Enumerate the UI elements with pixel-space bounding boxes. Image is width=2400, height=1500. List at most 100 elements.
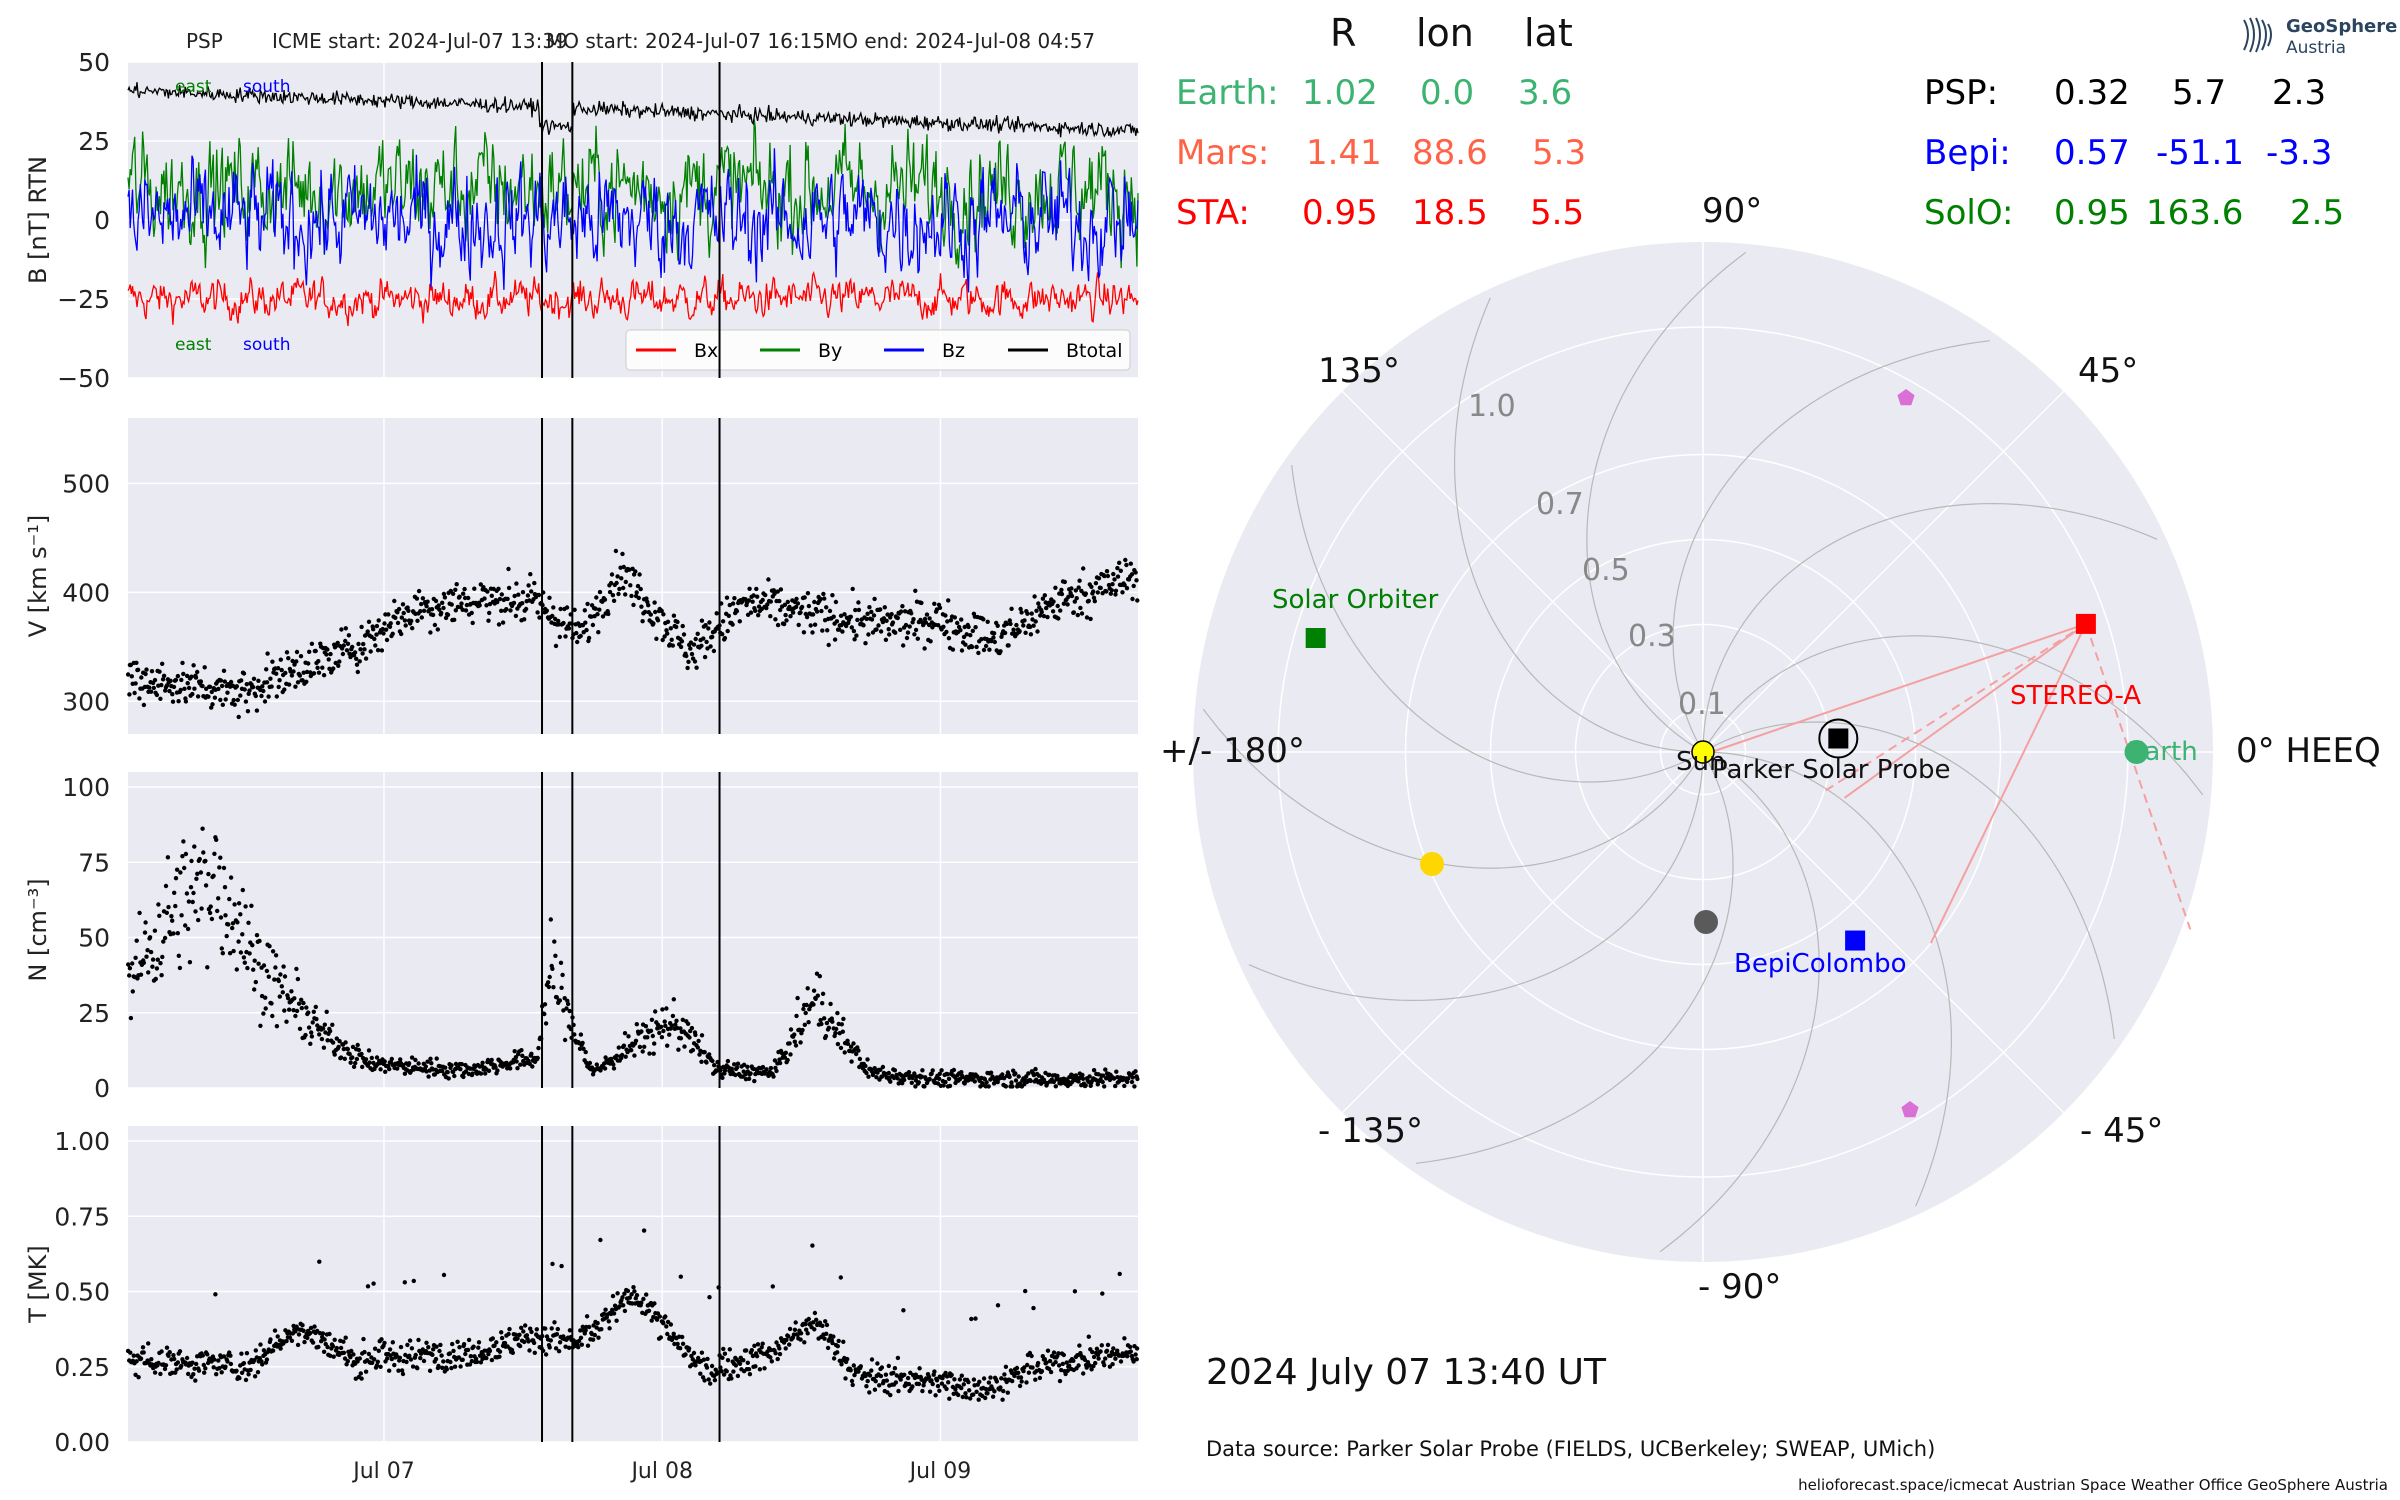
data-point (212, 695, 218, 700)
data-point (508, 608, 513, 613)
data-point (661, 1028, 666, 1034)
data-point (608, 580, 614, 586)
data-point (521, 1329, 526, 1334)
data-point (824, 1322, 830, 1328)
data-point (193, 909, 198, 914)
data-point (172, 890, 177, 895)
data-point (218, 697, 223, 703)
data-point (845, 1041, 851, 1047)
data-point (430, 612, 436, 618)
data-point (487, 1348, 493, 1354)
data-point (525, 593, 531, 598)
data-point (489, 593, 494, 598)
data-point (439, 610, 444, 616)
data-point (614, 1053, 619, 1059)
data-point (561, 620, 566, 626)
parker-spiral-line (1702, 502, 2158, 753)
data-point (135, 667, 141, 672)
data-point (1034, 608, 1039, 613)
data-point (876, 623, 881, 628)
data-point (414, 596, 420, 601)
data-point (976, 1397, 981, 1402)
data-point (143, 671, 148, 677)
data-point (678, 1036, 684, 1041)
data-point (553, 643, 559, 649)
data-point (372, 636, 377, 642)
data-point (832, 637, 838, 642)
data-point (502, 1340, 508, 1346)
data-point (680, 623, 685, 629)
data-point (173, 903, 178, 909)
data-point (578, 1032, 584, 1037)
data-point (514, 581, 519, 586)
data-point (1056, 1363, 1062, 1368)
data-point (865, 1378, 870, 1384)
data-point (383, 627, 389, 632)
data-point (629, 593, 634, 599)
data-point (1129, 1079, 1135, 1085)
data-point (1045, 614, 1050, 620)
data-point (649, 1318, 654, 1323)
data-point (162, 1366, 168, 1372)
data-point (356, 641, 361, 647)
data-point (970, 628, 975, 634)
data-point (1108, 591, 1114, 596)
data-point (701, 636, 706, 641)
data-point (424, 1340, 429, 1346)
data-point (524, 1333, 530, 1338)
data-point (415, 618, 420, 623)
data-point (249, 903, 254, 908)
data-point (599, 1327, 604, 1332)
data-point (607, 589, 613, 595)
data-point (909, 611, 914, 616)
data-point (532, 1350, 537, 1356)
data-point (641, 1296, 646, 1302)
mag-east-label-top: east (175, 77, 212, 97)
data-point (463, 1351, 468, 1357)
data-point (266, 694, 271, 699)
data-point (771, 588, 776, 593)
data-point (1051, 599, 1056, 604)
data-point (944, 629, 949, 635)
data-point (682, 1044, 687, 1049)
data-point (1058, 608, 1063, 613)
data-point (338, 1345, 344, 1351)
data-point (772, 1058, 778, 1063)
data-point (304, 1005, 309, 1010)
data-point (729, 1376, 734, 1381)
data-point (139, 675, 144, 680)
mag-legend-box (625, 329, 1131, 371)
data-point (843, 1376, 848, 1381)
data-point (336, 663, 341, 668)
data-point (138, 1356, 144, 1361)
data-point (516, 592, 521, 597)
data-point (673, 1022, 678, 1027)
data-point (230, 925, 235, 931)
data-point (274, 1023, 280, 1029)
data-point (266, 974, 271, 979)
data-point (445, 1070, 450, 1075)
data-point (895, 615, 900, 621)
data-point (459, 601, 464, 606)
data-point (542, 1002, 548, 1007)
data-point (1076, 1363, 1081, 1368)
data-point (950, 647, 956, 652)
data-point (154, 692, 160, 698)
data-point (711, 648, 717, 654)
data-point (959, 648, 965, 653)
earth-label: Earth (2128, 737, 2198, 767)
data-point (555, 1326, 560, 1332)
data-point (289, 989, 294, 994)
data-point (382, 1340, 387, 1346)
data-point (359, 1051, 364, 1057)
data-point (905, 1375, 911, 1381)
data-point (664, 1006, 669, 1011)
data-point (1091, 1354, 1097, 1360)
data-point (854, 633, 859, 638)
data-point (248, 1367, 253, 1373)
data-point (772, 591, 777, 596)
data-point (558, 960, 564, 965)
data-point (330, 1022, 335, 1027)
data-point (567, 1328, 573, 1333)
legend-bx-label: Bx (694, 340, 718, 362)
